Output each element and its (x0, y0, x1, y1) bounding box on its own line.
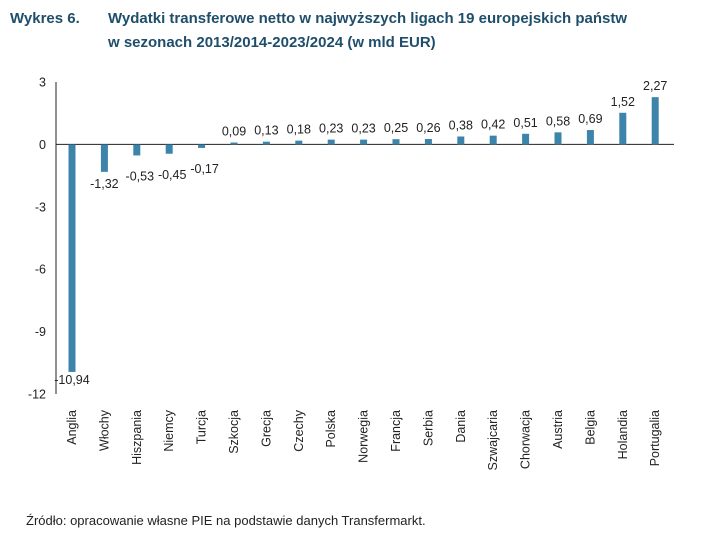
x-tick-label: Hiszpania (130, 410, 144, 465)
data-label: -1,32 (90, 177, 119, 191)
data-label: 1,52 (611, 95, 635, 109)
x-tick-label: Francja (389, 410, 403, 452)
data-label: 0,23 (319, 122, 343, 136)
x-tick-label: Serbia (421, 410, 435, 446)
bar (262, 141, 270, 145)
y-tick-label: -6 (35, 263, 46, 277)
chart-title: Wykres 6. Wydatki transferowe netto w naj… (10, 7, 627, 55)
bar (619, 112, 627, 145)
bar (651, 97, 659, 145)
x-tick-label: Anglia (65, 410, 79, 445)
y-tick-label: 0 (39, 138, 46, 152)
data-label: 2,27 (643, 79, 667, 93)
data-label: 0,13 (254, 124, 278, 138)
y-tick-label: -9 (35, 325, 46, 339)
y-tick-label: 3 (39, 76, 46, 90)
data-label: 0,38 (449, 118, 473, 132)
bar (198, 144, 206, 148)
x-tick-label: Norwegia (357, 410, 371, 463)
x-tick-label: Włochy (97, 409, 111, 451)
data-label: 0,18 (287, 123, 311, 137)
x-tick-label: Chorwacja (519, 410, 533, 469)
bar (424, 138, 432, 145)
x-tick-label: Grecja (259, 410, 273, 447)
data-label: -10,94 (54, 373, 89, 387)
bar (295, 140, 303, 145)
data-label: 0,23 (351, 122, 375, 136)
data-label: 0,58 (546, 114, 570, 128)
figure-label: Wykres 6. (10, 10, 80, 27)
data-label: 0,69 (578, 112, 602, 126)
title-line-1: Wydatki transferowe netto w najwyższych … (108, 10, 628, 27)
bar (522, 133, 530, 145)
data-label: 0,25 (384, 121, 408, 135)
x-tick-label: Portugalia (648, 410, 662, 466)
data-label: -0,17 (190, 162, 219, 176)
x-tick-label: Czechy (292, 409, 306, 451)
x-tick-label: Niemcy (162, 409, 176, 451)
y-tick-label: -3 (35, 200, 46, 214)
data-label: -0,45 (158, 168, 187, 182)
x-tick-label: Holandia (616, 410, 630, 459)
data-label: -0,53 (126, 169, 155, 183)
data-label: 0,26 (416, 121, 440, 135)
x-tick-label: Szkocja (227, 410, 241, 454)
x-tick-label: Belgia (583, 410, 597, 445)
y-tick-label: -12 (28, 388, 46, 402)
bar (68, 144, 76, 372)
bar (392, 139, 400, 145)
bar (165, 144, 173, 154)
bar (586, 130, 594, 145)
bar (457, 136, 465, 145)
bar (360, 139, 368, 145)
x-tick-label: Polska (324, 410, 338, 448)
bar (100, 144, 108, 172)
bar (327, 139, 335, 145)
data-label: 0,09 (222, 125, 246, 139)
x-tick-label: Dania (454, 410, 468, 443)
source-note: Źródło: opracowanie własne PIE na podsta… (26, 513, 426, 528)
data-label: 0,51 (513, 116, 537, 130)
x-tick-label: Szwajcaria (486, 410, 500, 470)
bar (230, 142, 238, 145)
bar (554, 132, 562, 145)
x-tick-label: Turcja (195, 410, 209, 444)
data-label: 0,42 (481, 118, 505, 132)
bar (489, 135, 497, 145)
title-line-2: w sezonach 2013/2014-2023/2024 (w mld EU… (108, 34, 436, 51)
x-tick-label: Austria (551, 410, 565, 449)
bar (133, 144, 141, 156)
